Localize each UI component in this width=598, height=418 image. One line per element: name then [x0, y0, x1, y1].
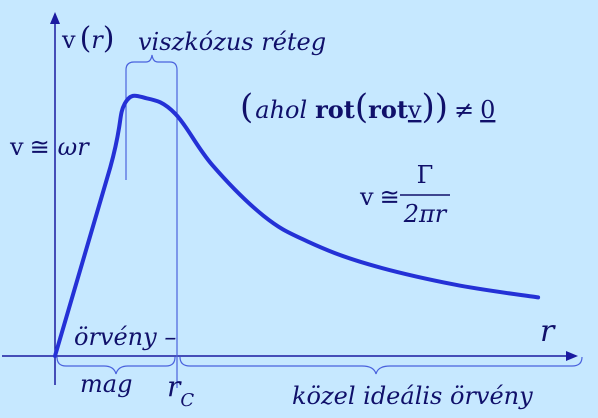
critical-radius-label: rC: [167, 370, 194, 411]
solid-rotation-formula: v ≅ ωr: [9, 133, 90, 161]
rotation-condition-formula: (ahol rot(rotv)) ≠ 0: [240, 87, 495, 127]
y-axis-label: v (r): [61, 21, 114, 56]
viscous-layer-brace: [125, 54, 178, 71]
ideal-vortex-brace: [179, 356, 583, 375]
vortex-core-label-line1: örvény –: [74, 323, 176, 351]
x-axis-label: r: [540, 314, 556, 349]
ideal-vortex-label: közel ideális örvény: [292, 382, 533, 410]
vortex-core-brace: [56, 356, 176, 375]
velocity-profile-curve: [53, 93, 541, 358]
ideal-vortex-formula-denominator: 2πr: [403, 200, 448, 228]
ideal-vortex-formula-lhs: v ≅: [359, 183, 400, 211]
viscous-layer-label: viszkózus réteg: [138, 28, 326, 56]
ideal-vortex-formula-numerator: Γ: [417, 161, 434, 189]
vortex-core-label-line2: mag: [80, 370, 132, 398]
